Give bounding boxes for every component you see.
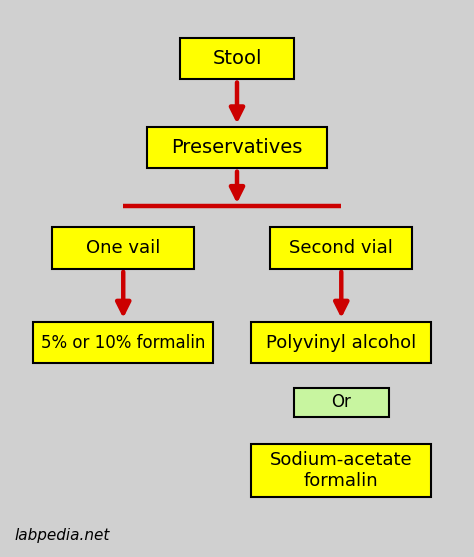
FancyBboxPatch shape bbox=[251, 444, 431, 497]
FancyBboxPatch shape bbox=[33, 321, 213, 363]
FancyBboxPatch shape bbox=[251, 321, 431, 363]
FancyBboxPatch shape bbox=[52, 227, 194, 268]
Text: Preservatives: Preservatives bbox=[171, 138, 303, 157]
FancyBboxPatch shape bbox=[147, 127, 327, 168]
Text: Second vial: Second vial bbox=[289, 239, 393, 257]
FancyBboxPatch shape bbox=[294, 388, 389, 417]
Text: Polyvinyl alcohol: Polyvinyl alcohol bbox=[266, 334, 416, 351]
Text: 5% or 10% formalin: 5% or 10% formalin bbox=[41, 334, 205, 351]
Text: Sodium-acetate
formalin: Sodium-acetate formalin bbox=[270, 451, 412, 490]
Text: Stool: Stool bbox=[212, 49, 262, 68]
FancyBboxPatch shape bbox=[180, 37, 294, 79]
Text: Or: Or bbox=[331, 393, 351, 411]
FancyBboxPatch shape bbox=[270, 227, 412, 268]
Text: labpedia.net: labpedia.net bbox=[14, 528, 109, 543]
Text: One vail: One vail bbox=[86, 239, 160, 257]
